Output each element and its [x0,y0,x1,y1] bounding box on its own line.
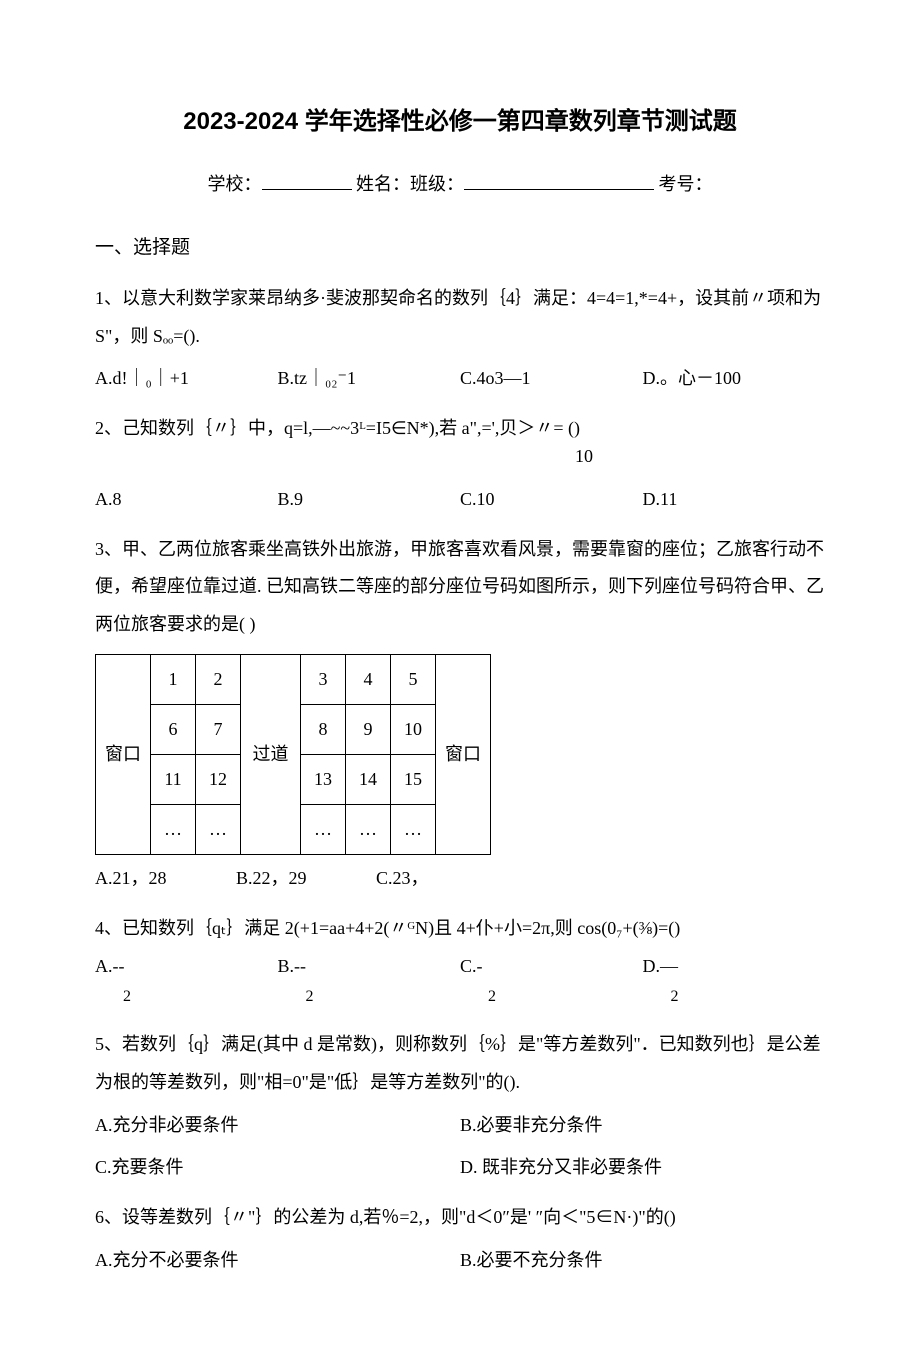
q4-opt-c-top: C.- [460,956,483,976]
q1-opt-b: B.tz｜₀₂⁻1 [278,360,461,398]
q1-opt-a: A.d!｜₀｜+1 [95,360,278,398]
seat-cell: 2 [196,654,241,704]
q4-opt-c-bot: 2 [488,980,643,1014]
seat-cell: 7 [196,704,241,754]
q6-opt-a: A.充分不必要条件 [95,1242,460,1280]
seat-cell: 14 [346,754,391,804]
q3-opt-a: A.21，28 [95,860,167,898]
seat-window-right: 窗口 [436,654,491,854]
school-label: 学校： [208,174,262,194]
q1-opt-d: D.。心－100 [643,360,826,398]
q5-options-row2: C.充要条件 D. 既非充分又非必要条件 [95,1149,825,1187]
page-title: 2023-2024 学年选择性必修一第四章数列章节测试题 [95,100,825,143]
q4-opt-a-bot: 2 [123,980,278,1014]
seat-cell: 15 [391,754,436,804]
question-5: 5、若数列｛q｝满足(其中 d 是常数)，则称数列｛%｝是"等方差数列"．已知数… [95,1026,825,1187]
q4-opt-b-top: B.-- [278,956,307,976]
seat-cell: 9 [346,704,391,754]
q2-opt-b: B.9 [278,481,461,519]
question-2: 2、己知数列｛〃｝中，q=l,—~~3ᴸ=I5∈N*),若 a",=',贝＞〃=… [95,410,825,518]
q2-opt-a: A.8 [95,481,278,519]
seat-cell: … [301,804,346,854]
seat-cell: … [346,804,391,854]
q4-text: 4、已知数列｛qₜ｝满足 2(+1=aa+4+2(〃ᴳN)且 4+仆+小=2π,… [95,910,825,948]
seat-cell: 11 [151,754,196,804]
seat-cell: 13 [301,754,346,804]
q2-opt-c: C.10 [460,481,643,519]
q5-text: 5、若数列｛q｝满足(其中 d 是常数)，则称数列｛%｝是"等方差数列"．已知数… [95,1026,825,1102]
q6-options: A.充分不必要条件 B.必要不充分条件 [95,1242,825,1280]
q5-opt-b: B.必要非充分条件 [460,1107,825,1145]
seat-cell: 4 [346,654,391,704]
seat-cell: 12 [196,754,241,804]
seat-cell: … [151,804,196,854]
seat-cell: 6 [151,704,196,754]
q1-text: 1、以意大利数学家莱昂纳多·斐波那契命名的数列｛4｝满足：4=4=1,*=4+，… [95,280,825,356]
seat-aisle: 过道 [241,654,301,854]
q1-options: A.d!｜₀｜+1 B.tz｜₀₂⁻1 C.4o3—1 D.。心－100 [95,360,825,398]
q2-options: A.8 B.9 C.10 D.11 [95,481,825,519]
q4-opt-a: A.-- 2 [95,948,278,1014]
school-blank [262,189,352,190]
q6-text: 6、设等差数列｛〃"｝的公差为 d,若％=2,，则"d＜0″是' ″向＜"5∈N… [95,1199,825,1237]
q4-opt-d-bot: 2 [671,980,826,1014]
q6-opt-b: B.必要不充分条件 [460,1242,825,1280]
q1-opt-c: C.4o3—1 [460,360,643,398]
q4-opt-d: D.— 2 [643,948,826,1014]
q3-opt-c: C.23， [376,860,429,898]
q5-options-row1: A.充分非必要条件 B.必要非充分条件 [95,1107,825,1145]
question-4: 4、已知数列｛qₜ｝满足 2(+1=aa+4+2(〃ᴳN)且 4+仆+小=2π,… [95,910,825,1014]
q5-opt-a: A.充分非必要条件 [95,1107,460,1145]
exam-label: 考号： [659,174,713,194]
section-header: 一、选择题 [95,231,825,265]
seat-cell: 8 [301,704,346,754]
seat-cell: … [391,804,436,854]
seat-cell: 5 [391,654,436,704]
name-blank [464,189,654,190]
q4-options: A.-- 2 B.-- 2 C.- 2 D.— 2 [95,948,825,1014]
question-6: 6、设等差数列｛〃"｝的公差为 d,若％=2,，则"d＜0″是' ″向＜"5∈N… [95,1199,825,1280]
info-line: 学校： 姓名：班级： 考号： [95,168,825,200]
question-3: 3、甲、乙两位旅客乘坐高铁外出旅游，甲旅客喜欢看风景，需要靠窗的座位；乙旅客行动… [95,531,825,898]
seat-table: 窗口 1 2 过道 3 4 5 窗口 6 7 8 9 10 11 12 13 1… [95,654,491,855]
q4-opt-b-bot: 2 [306,980,461,1014]
seat-window-left: 窗口 [96,654,151,854]
q3-opt-b: B.22，29 [236,860,307,898]
q5-opt-c: C.充要条件 [95,1149,460,1187]
q4-opt-d-top: D.— [643,956,679,976]
q2-opt-d: D.11 [643,481,826,519]
seat-cell: … [196,804,241,854]
q4-opt-b: B.-- 2 [278,948,461,1014]
q3-text: 3、甲、乙两位旅客乘坐高铁外出旅游，甲旅客喜欢看风景，需要靠窗的座位；乙旅客行动… [95,531,825,644]
q4-opt-a-top: A.-- [95,956,125,976]
q2-sub: 10 [575,438,825,476]
seat-cell: 1 [151,654,196,704]
q4-opt-c: C.- 2 [460,948,643,1014]
seat-cell: 3 [301,654,346,704]
question-1: 1、以意大利数学家莱昂纳多·斐波那契命名的数列｛4｝满足：4=4=1,*=4+，… [95,280,825,398]
seat-cell: 10 [391,704,436,754]
q3-options: A.21，28 B.22，29 C.23， [95,860,825,898]
name-label: 姓名：班级： [356,174,464,194]
q5-opt-d: D. 既非充分又非必要条件 [460,1149,825,1187]
